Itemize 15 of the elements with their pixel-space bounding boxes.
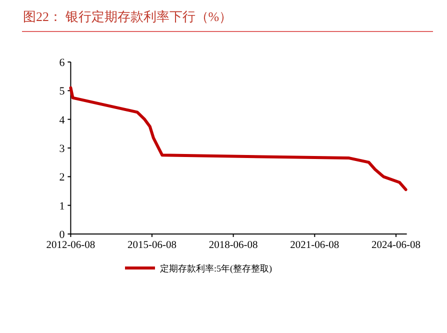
line-series — [69, 86, 408, 192]
y-tick-label: 1 — [59, 200, 65, 212]
chart-title: 图22： 银行定期存款利率下行（%） — [23, 9, 232, 24]
x-tick-label: 2012-06-08 — [46, 240, 96, 251]
legend-label: 定期存款利率:5年(整存整取) — [160, 264, 272, 274]
y-tick-label: 6 — [59, 57, 66, 69]
y-tick-label: 3 — [59, 143, 66, 155]
x-tick-label: 2018-06-08 — [208, 240, 258, 251]
x-tick-label: 2015-06-08 — [127, 240, 176, 251]
x-tick-label: 2021-06-08 — [290, 240, 340, 251]
y-tick-label: 2 — [59, 172, 65, 184]
x-tick-label: 2024-06-08 — [372, 240, 420, 251]
y-tick-label: 5 — [59, 86, 66, 98]
y-tick-label: 4 — [59, 114, 66, 126]
y-tick-label: 0 — [59, 229, 66, 241]
